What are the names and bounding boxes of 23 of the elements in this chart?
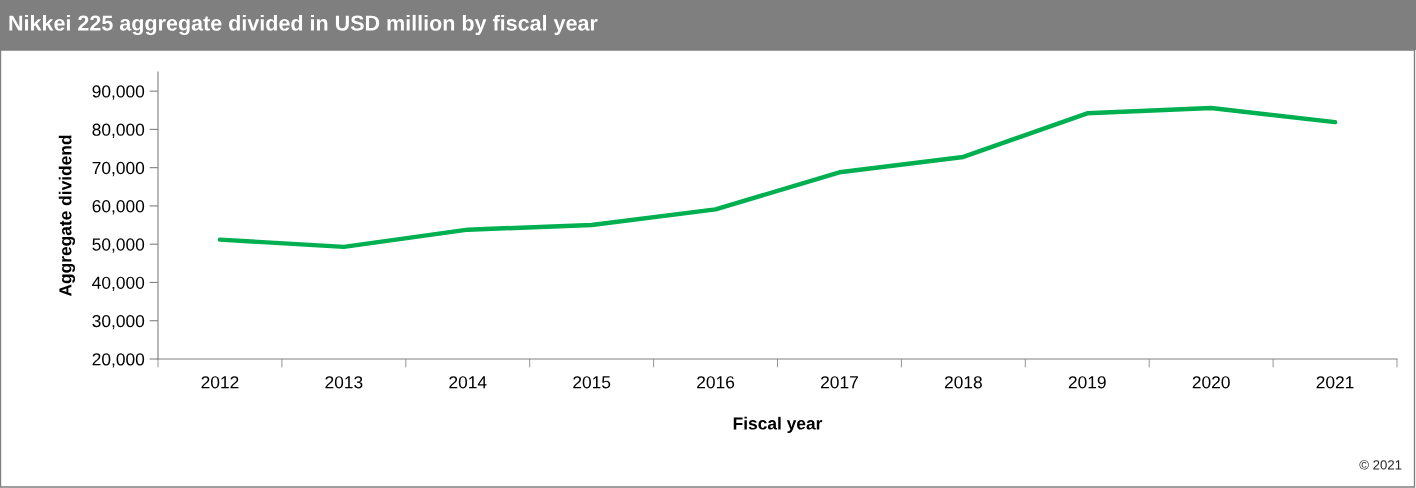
- y-tick-label: 20,000: [92, 353, 145, 368]
- x-axis-title: Fiscal year: [733, 416, 823, 434]
- x-tick-label: 2020: [1192, 376, 1230, 389]
- y-tick-label: 70,000: [92, 161, 145, 177]
- y-tick-label: 90,000: [92, 85, 145, 100]
- x-tick-label: 2015: [573, 376, 611, 389]
- x-tick-label: 2016: [697, 376, 735, 389]
- y-tick-label: 40,000: [92, 276, 145, 291]
- chart-title: Nikkei 225 aggregate divided in USD million by fiscal year: [9, 14, 598, 36]
- text: © 2021: [1359, 460, 1402, 470]
- x-tick-label: 2017: [821, 376, 858, 389]
- x-tick-label: 2019: [1068, 376, 1106, 389]
- y-tick-label: 30,000: [92, 314, 145, 330]
- line-series: [217, 105, 1338, 250]
- x-tick-label: 2012: [201, 376, 239, 389]
- y-axis-title: Aggregate dividend: [58, 135, 76, 297]
- x-tick-label: 2021: [1316, 376, 1354, 389]
- x-tick-label: 2018: [944, 376, 982, 389]
- y-tick-label: 50,000: [92, 238, 145, 253]
- x-tick-label: 2014: [449, 376, 487, 389]
- y-tick-label: 60,000: [92, 200, 145, 215]
- x-tick-label: 2013: [325, 376, 363, 389]
- y-tick-label: 80,000: [92, 123, 145, 138]
